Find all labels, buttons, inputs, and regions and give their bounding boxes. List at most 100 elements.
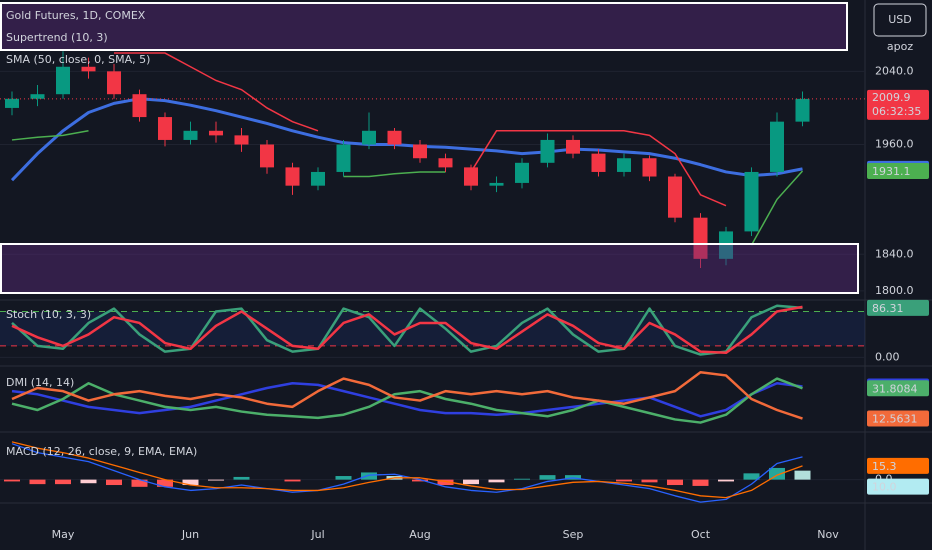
symbol-title[interactable]: Gold Futures, 1D, COMEX xyxy=(6,9,146,22)
candle-body xyxy=(795,98,810,122)
candle-body xyxy=(464,167,478,186)
indicator-title[interactable]: MACD (12, 26, close, 9, EMA, EMA) xyxy=(6,445,197,458)
x-tick-label: May xyxy=(52,528,75,541)
currency[interactable]: USD xyxy=(888,13,912,26)
supertrend xyxy=(750,170,804,246)
x-tick-label: Jun xyxy=(181,528,199,541)
candle-body xyxy=(489,182,504,186)
supertrend xyxy=(343,171,446,178)
candle-body xyxy=(566,139,580,154)
histogram-bar xyxy=(539,475,556,480)
candle-body xyxy=(693,217,708,259)
price-tag-label: 15.3 xyxy=(872,460,897,473)
price-tag xyxy=(867,410,929,427)
histogram-bar xyxy=(233,476,250,480)
x-tick-label: Jul xyxy=(310,528,324,541)
highlight-box xyxy=(0,2,848,51)
candle-body xyxy=(438,158,453,168)
candle-body xyxy=(285,167,300,186)
histogram-bar xyxy=(641,479,658,483)
series-line xyxy=(11,305,803,355)
currency-button[interactable] xyxy=(873,3,927,37)
histogram-bar xyxy=(131,479,148,487)
candle-body xyxy=(642,158,657,177)
supertrend xyxy=(114,52,319,132)
histogram-bar xyxy=(55,479,71,485)
candle-body xyxy=(81,66,96,72)
candle-body xyxy=(744,171,759,232)
price-tag xyxy=(867,478,929,495)
plot-area xyxy=(0,51,865,503)
histogram-bar xyxy=(284,479,301,482)
histogram-bar xyxy=(4,479,20,482)
histogram-bar xyxy=(335,476,352,480)
candle-body xyxy=(336,144,351,172)
candle-body xyxy=(158,117,172,140)
histogram-bar xyxy=(794,470,811,480)
series-line xyxy=(11,304,803,356)
y-tick-label: 1840.0 xyxy=(875,247,914,260)
candle-body xyxy=(209,130,223,136)
candle-body xyxy=(617,158,631,172)
series-line xyxy=(11,382,803,418)
price-tag xyxy=(867,380,929,397)
histogram-bar xyxy=(514,478,530,480)
indicator-title[interactable]: Stoch (10, 3, 3) xyxy=(6,308,91,321)
candle-body xyxy=(260,144,274,168)
price-tag-label: 12.5631 xyxy=(872,413,918,426)
histogram-bar xyxy=(488,479,505,483)
y-tick-label: 1800.0 xyxy=(875,284,914,297)
histogram-bar xyxy=(106,479,122,486)
histogram-bar xyxy=(29,479,46,485)
price-tag-label: 86.31 xyxy=(872,302,904,315)
price-tag xyxy=(867,162,929,179)
candle-body xyxy=(387,130,402,145)
price-tag-label: 2009.9 xyxy=(872,91,911,104)
histogram-bar xyxy=(743,473,760,480)
histogram-bar xyxy=(769,467,785,480)
candle-body xyxy=(107,71,121,95)
histogram-bar xyxy=(361,472,377,480)
highlight-box xyxy=(0,243,859,294)
histogram-bar xyxy=(718,479,734,482)
candle-body xyxy=(668,176,682,218)
y-tick-label: 0.00 xyxy=(875,350,900,363)
indicator-title[interactable]: Supertrend (10, 3) xyxy=(6,31,108,44)
histogram-bar xyxy=(667,479,683,486)
histogram-bar xyxy=(208,479,224,481)
candle-body xyxy=(719,231,733,259)
price-tag xyxy=(867,457,929,474)
price-tag-label: 31.8084 xyxy=(872,382,918,395)
histogram-bar xyxy=(692,479,709,486)
candle-body xyxy=(311,171,325,186)
user-name: apoz xyxy=(887,40,913,53)
y-tick-label: 1960.0 xyxy=(875,138,914,151)
candle-body xyxy=(540,139,555,163)
histogram-bar xyxy=(157,479,173,487)
price-tag-label: 1931.1 xyxy=(872,165,911,178)
indicator-title[interactable]: SMA (50, close, 0, SMA, 5) xyxy=(6,53,150,66)
supertrend xyxy=(11,130,89,141)
series-line xyxy=(11,377,803,424)
y-tick-label: 2040.0 xyxy=(875,64,914,77)
candle-body xyxy=(515,162,529,183)
candle-body xyxy=(413,144,427,159)
x-tick-label: Nov xyxy=(817,528,839,541)
candle-body xyxy=(132,94,147,118)
histogram-bar xyxy=(616,479,632,482)
indicator-title[interactable]: DMI (14, 14) xyxy=(6,376,74,389)
supertrend xyxy=(470,130,727,207)
candle-body xyxy=(5,98,19,108)
countdown: 06:32:35 xyxy=(872,105,921,118)
histogram-bar xyxy=(182,479,199,486)
candle-body xyxy=(591,153,606,172)
price-tag-label: 10.0 xyxy=(872,481,897,494)
candle-body xyxy=(770,121,784,172)
x-tick-label: Oct xyxy=(691,528,711,541)
series-line xyxy=(11,443,803,503)
x-tick-label: Sep xyxy=(563,528,584,541)
candle-body xyxy=(56,66,70,95)
candle-body xyxy=(234,135,249,145)
price-tag xyxy=(867,89,929,120)
